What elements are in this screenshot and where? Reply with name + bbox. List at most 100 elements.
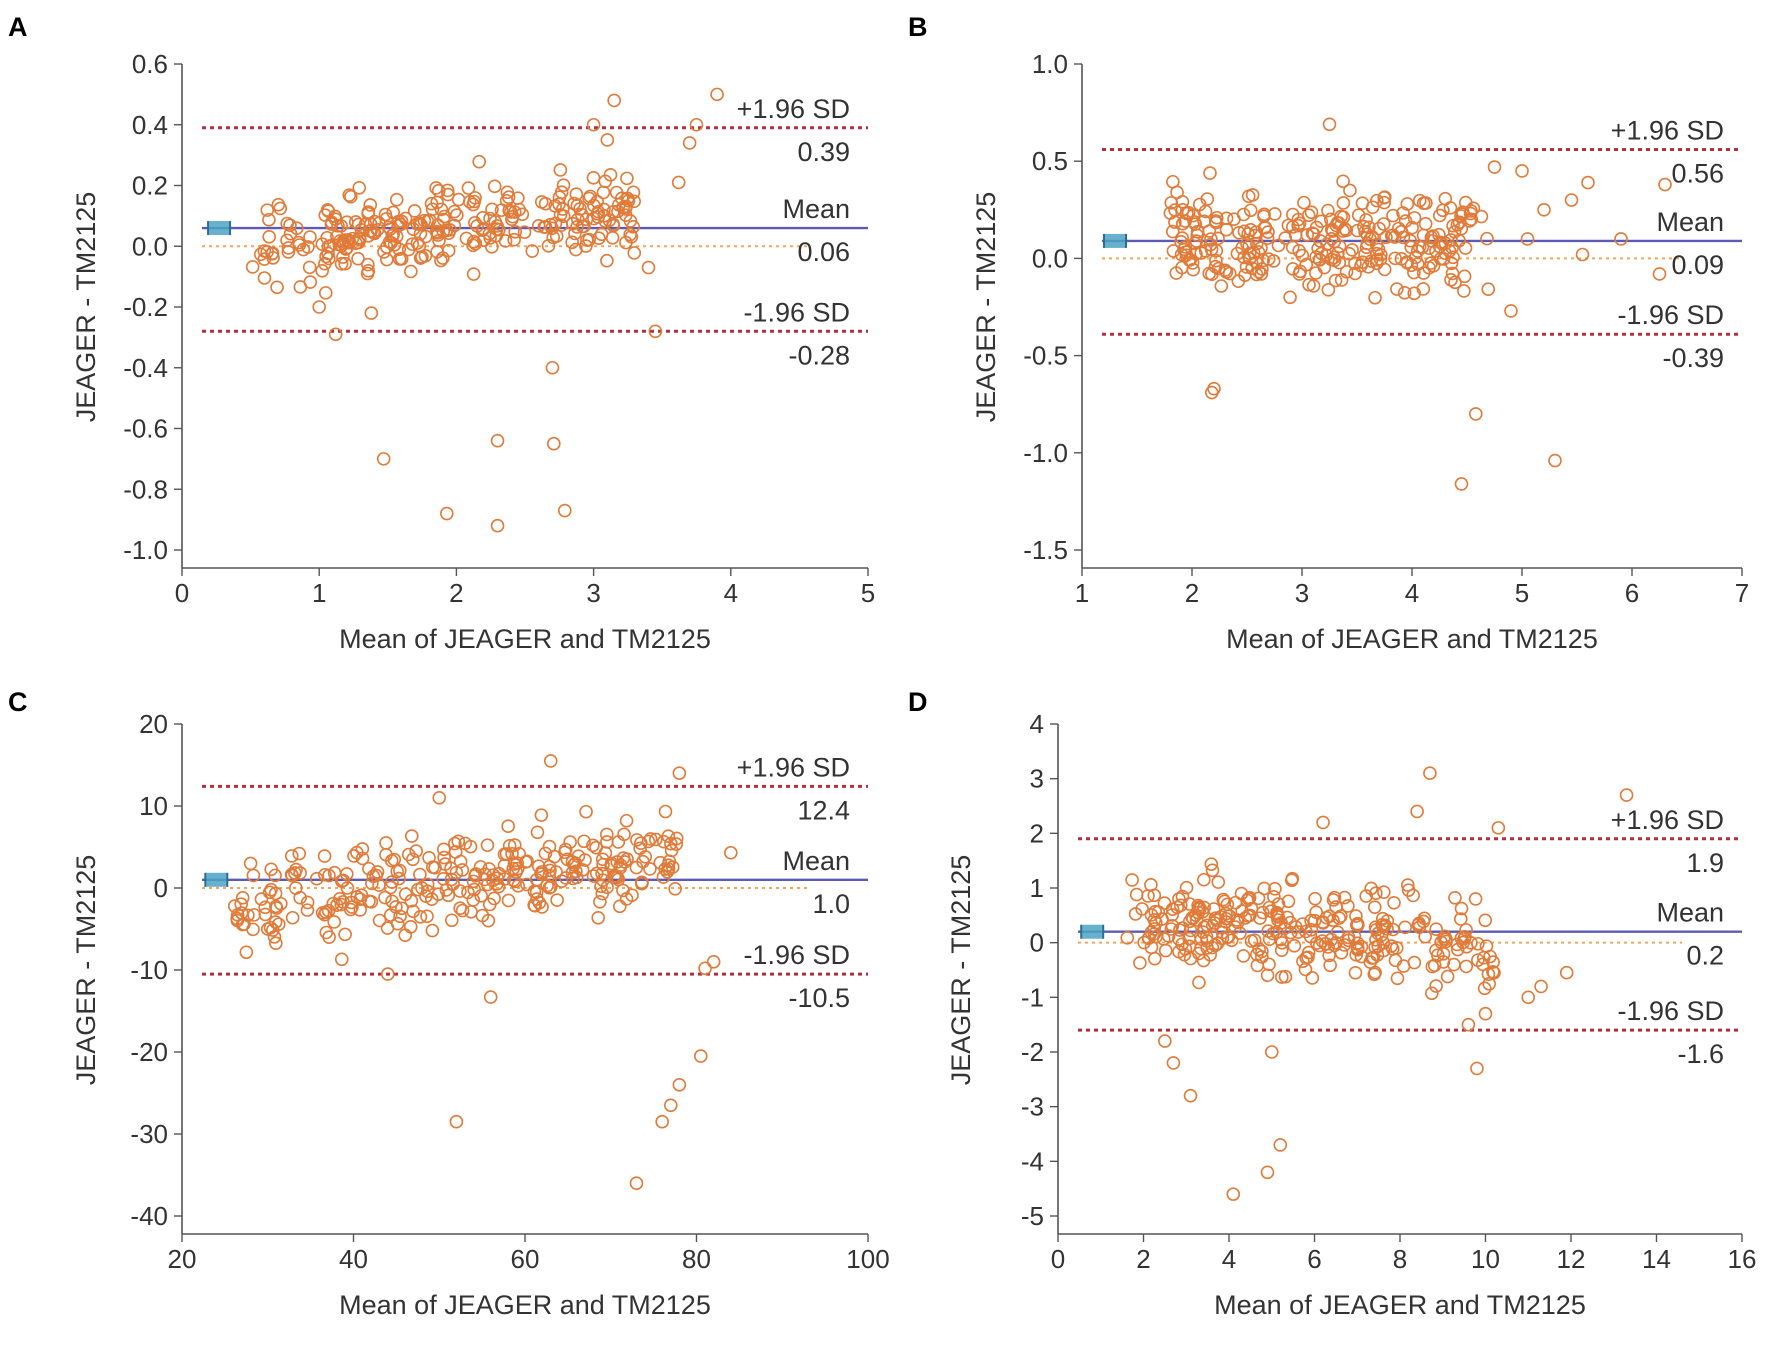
data-point — [437, 850, 451, 865]
data-point — [241, 908, 255, 923]
data-point — [1219, 265, 1234, 279]
data-point — [1321, 283, 1336, 297]
panel-letter-c: C — [8, 687, 28, 717]
data-point — [1454, 477, 1469, 491]
data-point — [1244, 934, 1259, 948]
lower-loa-value: -1.6 — [1677, 1039, 1724, 1069]
data-point — [490, 433, 505, 448]
data-point — [580, 233, 594, 247]
data-point — [501, 819, 515, 834]
data-point — [1257, 220, 1272, 235]
data-point — [491, 879, 506, 894]
data-point — [300, 895, 315, 910]
data-point — [508, 225, 523, 239]
panel-a: A 0.6 0.4 0.2 0.0 -0.2 -0.4 -0.6 -0.8 -1.00 1 2 3 4 5… — [8, 12, 875, 654]
lower-loa-label: -1.96 SD — [743, 940, 850, 970]
y-axis-title: JEAGER - TM2125 — [946, 855, 976, 1086]
data-point — [1354, 939, 1369, 954]
data-point — [1183, 951, 1198, 966]
data-point — [550, 893, 564, 907]
data-point — [1227, 212, 1241, 226]
data-point — [1474, 209, 1489, 224]
data-point — [1205, 940, 1220, 955]
data-point — [1334, 273, 1349, 287]
data-point — [549, 229, 564, 243]
data-point — [1440, 969, 1455, 984]
data-point — [1316, 815, 1330, 830]
data-point — [384, 853, 399, 868]
data-point — [1309, 250, 1323, 264]
x-tick-label: 2 — [449, 578, 463, 608]
data-point — [1407, 265, 1421, 280]
data-point — [669, 831, 684, 846]
data-point — [444, 913, 459, 928]
data-point — [598, 846, 613, 860]
data-point — [1483, 949, 1497, 964]
data-point — [254, 892, 269, 906]
data-point — [1397, 286, 1412, 300]
data-point — [448, 836, 462, 851]
data-point — [315, 906, 330, 920]
data-point — [1246, 245, 1261, 260]
data-point — [455, 863, 470, 877]
data-point — [1253, 911, 1267, 925]
data-point — [604, 856, 619, 871]
lower-loa-label: -1.96 SD — [1617, 300, 1724, 330]
y-tick-label: -10 — [130, 955, 168, 985]
data-point — [600, 253, 614, 268]
y-tick-label: -20 — [130, 1037, 168, 1067]
data-point — [613, 899, 627, 914]
y-tick-label: 0.4 — [132, 110, 168, 140]
y-tick-label: 2 — [1030, 818, 1044, 848]
data-point — [594, 227, 609, 242]
data-point — [1364, 881, 1378, 896]
y-tick-label: 4 — [1030, 709, 1044, 739]
data-point — [1461, 1017, 1476, 1032]
y-tick-label: -40 — [130, 1201, 168, 1231]
data-point — [268, 915, 283, 929]
data-point — [434, 202, 449, 217]
data-point — [1452, 215, 1467, 230]
data-point — [1192, 900, 1207, 915]
data-point — [1297, 195, 1311, 210]
data-point — [638, 849, 653, 864]
data-point — [336, 895, 350, 909]
data-point — [1120, 931, 1135, 945]
data-point — [1429, 979, 1443, 993]
data-point — [621, 193, 636, 208]
data-point — [671, 175, 686, 190]
data-point — [1471, 953, 1485, 967]
data-point — [1293, 264, 1308, 279]
data-point — [1348, 965, 1363, 980]
data-point — [1234, 886, 1249, 901]
data-point — [1369, 256, 1384, 271]
data-point — [658, 862, 672, 876]
data-point — [619, 892, 634, 906]
data-point — [1436, 955, 1451, 969]
data-point — [333, 234, 347, 248]
data-point — [266, 923, 280, 937]
data-point — [425, 923, 440, 938]
data-point — [579, 239, 593, 253]
data-point — [530, 825, 545, 840]
data-point — [596, 873, 610, 887]
data-point — [595, 852, 610, 867]
data-point — [485, 202, 499, 217]
data-point — [300, 903, 315, 917]
data-point — [1169, 266, 1184, 280]
data-point — [481, 913, 496, 928]
data-point — [439, 506, 454, 521]
data-point — [431, 183, 446, 198]
data-point — [548, 199, 562, 213]
data-point — [235, 891, 250, 905]
data-point — [1144, 940, 1159, 955]
data-point — [321, 903, 336, 918]
x-tick-label: 4 — [724, 578, 738, 608]
data-point — [1367, 967, 1382, 982]
data-point — [1166, 1056, 1181, 1070]
data-point — [407, 204, 422, 218]
data-point — [698, 961, 712, 976]
data-point — [630, 833, 644, 847]
data-point — [586, 117, 601, 132]
